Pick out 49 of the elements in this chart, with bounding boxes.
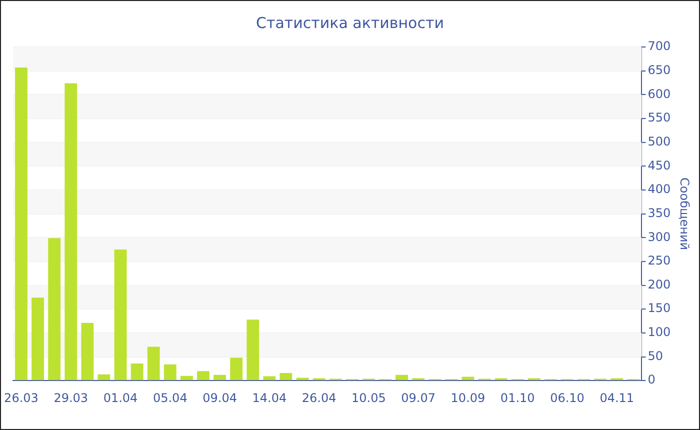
x-tick-label: 26.03: [4, 390, 38, 405]
bar: [396, 374, 408, 380]
x-tick-label: 10.09: [450, 390, 486, 405]
y-tick-label: 250: [648, 254, 671, 268]
y-axis-title: Сообщений: [678, 178, 692, 250]
y-tick-label: 500: [648, 134, 671, 148]
x-tick-label: 29.03: [54, 390, 88, 405]
x-tick-label: 01.04: [103, 390, 138, 405]
chart-title: Статистика активности: [256, 14, 444, 32]
y-tick-label: 100: [648, 325, 671, 340]
bar: [114, 250, 127, 380]
bar: [263, 376, 276, 380]
bar: [230, 358, 243, 380]
y-tick-label: 200: [648, 277, 671, 292]
x-tick-label: 09.07: [401, 390, 436, 405]
y-tick-label: 550: [648, 110, 671, 125]
bar: [147, 346, 160, 380]
bar: [98, 374, 110, 380]
x-tick-label: 06.10: [550, 390, 584, 405]
y-tick-label: 450: [648, 158, 671, 172]
bar: [15, 67, 28, 380]
x-tick-label: 05.04: [152, 390, 188, 405]
bar: [64, 83, 78, 380]
bar: [280, 372, 292, 380]
x-tick-label: 10.05: [352, 390, 386, 405]
y-tick-label: 400: [648, 182, 671, 196]
x-tick-label: 01.10: [500, 390, 535, 405]
x-tick-label: 09.04: [202, 390, 237, 405]
y-tick-label: 650: [648, 62, 671, 77]
bar: [48, 238, 61, 380]
y-tick-label: 700: [648, 39, 671, 54]
x-tick-label: 26.04: [302, 390, 336, 405]
bar: [130, 363, 144, 380]
y-tick-label: 350: [648, 206, 671, 220]
y-tick-label: 50: [648, 348, 663, 363]
bar: [246, 320, 260, 380]
y-tick-label: 600: [648, 86, 671, 101]
bar: [180, 376, 193, 380]
bar: [164, 364, 176, 380]
bar: [296, 378, 309, 380]
bar: [81, 322, 94, 380]
bar: [32, 298, 44, 380]
y-tick-label: 300: [648, 230, 671, 244]
bar: [197, 371, 210, 380]
y-tick-label: 150: [648, 301, 671, 316]
bar: [214, 374, 226, 380]
x-tick-label: 14.04: [252, 390, 287, 405]
y-tick-label: 0: [648, 372, 656, 387]
x-tick-label: 04.11: [600, 390, 634, 405]
